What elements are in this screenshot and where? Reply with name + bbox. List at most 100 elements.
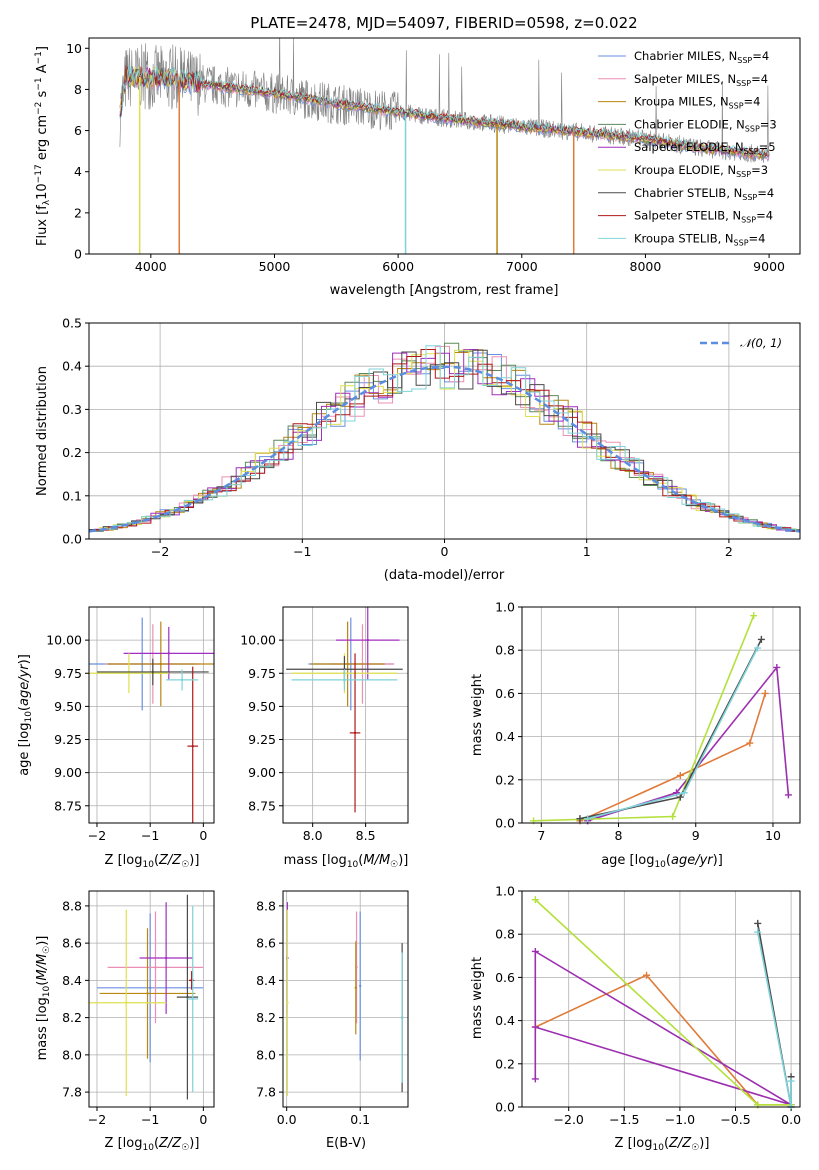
model-spectrum-line <box>119 64 770 157</box>
residuals-xlabel: (data-model)/error <box>384 568 505 583</box>
y-tick-label: 0.1 <box>62 488 82 503</box>
x-tick-label: 1 <box>583 544 591 559</box>
panel-massweight-vs-Z: −2.0 −1.5 −1.0 −0.5 0.0 0.0 0.2 0.4 0.6 0.8 1.0 <box>495 884 801 1128</box>
y-tick-label: 0.8 <box>495 927 515 942</box>
mwZ-ylabel: mass weight <box>470 957 485 1039</box>
axes-frame <box>282 606 409 824</box>
spectrum-plot-area <box>119 38 770 254</box>
x-tick-label: 0 <box>199 828 207 843</box>
y-tick-label: 0.2 <box>62 445 82 460</box>
y-tick-label: 9.25 <box>54 732 82 747</box>
massweight-point-marker <box>531 1075 539 1083</box>
y-tick-label: 7.8 <box>256 1085 276 1100</box>
x-tick-label: 7000 <box>506 259 538 274</box>
ageZ-xlabel-text: Z [log <box>105 853 143 868</box>
y-tick-label: 8.0 <box>62 1047 82 1062</box>
x-tick-label: 5000 <box>259 259 291 274</box>
ageZ-ylabel: age [log10(age/yr)] <box>17 654 34 776</box>
panel-residuals: −2 −1 0 1 2 0.0 0.1 0.2 0.3 0.4 0.5 (data-model)/e… <box>35 316 801 583</box>
residual-histogram-step <box>94 349 800 532</box>
panel-massweight-vs-age: 7 8 9 10 0.0 0.2 0.4 0.6 0.8 1.0 <box>495 600 801 843</box>
y-tick-label: 0.8 <box>495 643 515 658</box>
axes-frame <box>282 890 409 1108</box>
massweight-point-marker <box>584 815 592 823</box>
y-tick-label: 9.50 <box>54 699 82 714</box>
gauss-curve <box>88 365 801 533</box>
legend-label: Kroupa MILES, NSSP=4 <box>634 95 760 111</box>
x-tick-label: 0.0 <box>781 1112 801 1127</box>
spectrum-axes-frame <box>88 37 801 255</box>
y-tick-label: 10.00 <box>46 633 82 648</box>
y-tick-label: 8.75 <box>248 798 276 813</box>
ageM-xlabel-text: mass [log <box>284 853 347 868</box>
y-tick-label: 0.2 <box>495 772 515 787</box>
y-tick-label: 9.00 <box>54 765 82 780</box>
x-tick-label: −2.0 <box>554 1112 584 1127</box>
massweight-series-line <box>587 665 790 822</box>
y-tick-label: 10 <box>66 41 82 56</box>
x-tick-label: −2 <box>88 828 106 843</box>
x-tick-label: 2 <box>725 544 733 559</box>
massweight-point-marker <box>754 928 762 936</box>
y-tick-label: 9.00 <box>248 765 276 780</box>
x-tick-label: 7 <box>537 828 545 843</box>
residual-histogram-step <box>94 349 800 532</box>
mwAge-xlabel-text: age [log <box>601 853 654 868</box>
grid <box>89 607 214 823</box>
x-tick-label: −0.5 <box>720 1112 750 1127</box>
y-tick-label: 1.0 <box>495 884 515 899</box>
massZ-xlabel: Z [log10(Z/Z☉)] <box>105 1136 200 1153</box>
massweight-point-marker <box>761 689 769 697</box>
axes-frame <box>521 890 801 1108</box>
data-point <box>191 744 194 748</box>
data-point <box>343 678 346 682</box>
massweight-point-marker <box>746 739 754 747</box>
massZ-ylabel-text: mass [log <box>35 997 50 1060</box>
massweight-point-marker <box>773 663 781 671</box>
y-tick-label: 8.8 <box>256 898 276 913</box>
panel-age-vs-Z: −2 −1 0 8.75 9.00 9.25 9.50 9.75 10.00 <box>46 606 215 843</box>
massweight-point-marker <box>754 644 762 652</box>
massweight-series-line <box>534 950 792 1106</box>
data-point <box>127 672 131 675</box>
x-tick-label: −1 <box>141 1112 159 1127</box>
y-tick-label: 10.00 <box>240 633 276 648</box>
data-point <box>159 662 163 666</box>
x-tick-label: 9 <box>692 828 700 843</box>
legend-label: Chabrier STELIB, NSSP=4 <box>634 186 774 202</box>
panel-mass-vs-EBV: 0.0 0.1 7.8 8.0 8.2 8.4 8.6 8.8 <box>256 890 409 1127</box>
massweight-point-marker <box>531 947 539 955</box>
x-tick-label: −1 <box>141 828 159 843</box>
residuals-plot-area <box>88 342 801 533</box>
y-tick-label: 0.4 <box>62 359 82 374</box>
data-point <box>125 1001 128 1004</box>
panel-spectrum: PLATE=2478, MJD=54097, FIBERID=0598, z=0… <box>34 14 801 298</box>
massEBV-xlabel: E(B-V) <box>326 1136 366 1151</box>
massweight-point-marker <box>531 896 539 904</box>
data-point <box>148 986 152 990</box>
y-tick-label: 8.6 <box>256 936 276 951</box>
data-point <box>154 966 157 969</box>
errorbar-group <box>89 617 214 823</box>
residual-histogram-step <box>89 349 800 531</box>
x-tick-label: 8.0 <box>303 828 323 843</box>
spectrum-legend: Chabrier MILES, NSSP=4 Salpeter MILES, NS… <box>598 49 777 247</box>
legend-label: Salpeter MILES, NSSP=4 <box>634 72 768 88</box>
massweight-point-marker <box>576 815 584 823</box>
spectrum-xlabel: wavelength [Angstrom, rest frame] <box>330 283 559 298</box>
x-tick-label: 10 <box>765 828 781 843</box>
y-tick-label: 0 <box>74 247 82 262</box>
massweight-point-marker <box>669 813 677 821</box>
data-point <box>286 1001 289 1004</box>
x-tick-label: 8 <box>615 828 623 843</box>
residuals-ylabel: Normed distribution <box>35 366 50 496</box>
y-tick-label: 9.50 <box>248 699 276 714</box>
residuals-legend: 𝒩(0, 1) <box>700 336 782 350</box>
massweight-point-marker <box>676 793 684 801</box>
massweight-series-line <box>756 931 792 1108</box>
y-tick-label: 0.4 <box>495 729 515 744</box>
y-tick-label: 7.8 <box>62 1085 82 1100</box>
data-point <box>346 662 349 666</box>
y-tick-label: 0.0 <box>495 816 515 831</box>
